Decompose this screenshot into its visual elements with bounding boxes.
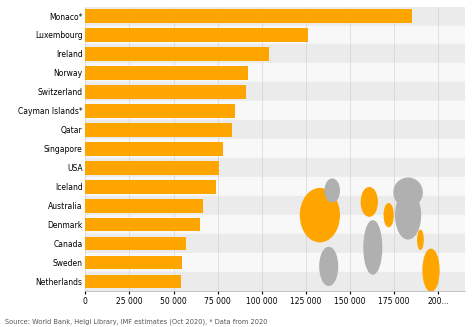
Bar [85, 82, 465, 101]
Bar [85, 199, 203, 213]
Bar [85, 177, 465, 196]
Bar [85, 28, 308, 42]
Bar [85, 161, 219, 175]
Ellipse shape [301, 189, 339, 242]
Bar [85, 142, 223, 156]
Bar [85, 26, 465, 44]
Bar [85, 234, 465, 253]
Bar [85, 120, 465, 139]
Bar [85, 237, 186, 250]
Ellipse shape [384, 204, 393, 227]
Bar [85, 63, 465, 82]
Ellipse shape [325, 179, 339, 202]
Bar [85, 9, 411, 23]
Bar [85, 180, 216, 194]
Ellipse shape [320, 248, 337, 285]
Ellipse shape [394, 178, 422, 207]
Bar [85, 275, 181, 288]
Ellipse shape [418, 230, 423, 249]
Bar [85, 44, 465, 63]
Bar [85, 196, 465, 215]
Bar [85, 158, 465, 177]
Bar [85, 215, 465, 234]
Ellipse shape [361, 188, 377, 216]
Bar [85, 7, 465, 26]
Bar [85, 66, 247, 80]
Bar [85, 101, 465, 120]
Bar [85, 253, 465, 272]
Ellipse shape [364, 221, 382, 274]
Bar [85, 104, 235, 118]
Ellipse shape [423, 249, 439, 291]
Ellipse shape [396, 192, 420, 239]
Text: Source: World Bank, Helgi Library, IMF estimates (Oct 2020), * Data from 2020: Source: World Bank, Helgi Library, IMF e… [5, 319, 267, 325]
Bar [85, 218, 200, 232]
Bar [85, 85, 246, 99]
Bar [85, 139, 465, 158]
Bar [85, 47, 269, 61]
Bar [85, 272, 465, 291]
Bar [85, 256, 182, 269]
Bar [85, 123, 232, 137]
